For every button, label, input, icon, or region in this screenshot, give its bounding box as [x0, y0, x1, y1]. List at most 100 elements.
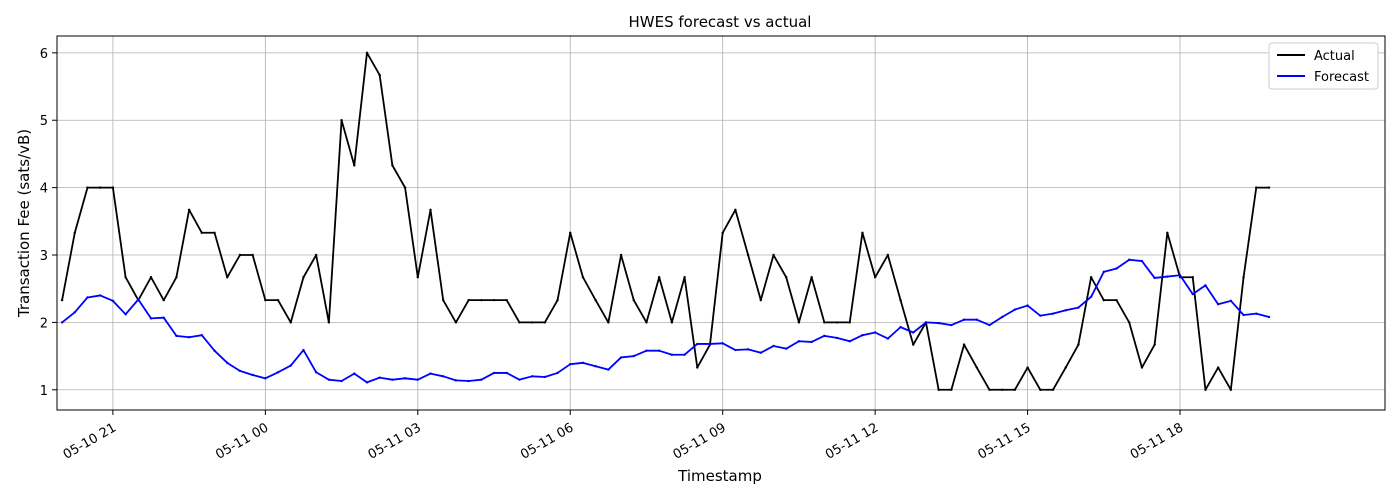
- data-point: [480, 378, 483, 381]
- data-point: [454, 321, 458, 324]
- data-point: [518, 378, 521, 381]
- data-point: [73, 311, 76, 314]
- data-point: [556, 371, 559, 375]
- data-point: [1153, 343, 1156, 346]
- chart-title: HWES forecast vs actual: [629, 13, 812, 31]
- data-point: [276, 298, 280, 302]
- data-point: [73, 231, 76, 234]
- y-tick-label: 3: [40, 249, 48, 264]
- data-point: [1178, 274, 1182, 277]
- data-point: [759, 351, 763, 354]
- data-point: [1191, 292, 1194, 296]
- data-point: [746, 253, 750, 257]
- data-point: [683, 353, 686, 356]
- data-point: [60, 298, 64, 302]
- grid: [57, 36, 1385, 410]
- series-line-actual: [61, 51, 1269, 391]
- data-point: [1013, 388, 1017, 391]
- data-point: [937, 321, 940, 325]
- x-tick-label: 05-10 21: [61, 420, 119, 462]
- data-point: [1140, 259, 1144, 263]
- y-tick-label: 4: [40, 182, 48, 197]
- data-point: [1102, 270, 1106, 274]
- data-point: [594, 298, 597, 302]
- data-point: [734, 348, 737, 352]
- data-point: [1115, 298, 1118, 302]
- data-point: [810, 276, 813, 279]
- data-point: [670, 321, 674, 324]
- data-point: [314, 253, 318, 257]
- data-point: [975, 318, 978, 321]
- series-layer: [60, 51, 1271, 391]
- data-point: [200, 231, 204, 234]
- y-tick-label: 2: [40, 316, 48, 331]
- data-point: [86, 296, 89, 299]
- data-point: [810, 340, 813, 344]
- data-point: [1255, 312, 1258, 315]
- data-point: [378, 376, 381, 379]
- data-point: [1013, 308, 1017, 311]
- data-point: [759, 298, 763, 302]
- data-point: [734, 208, 737, 212]
- data-point: [1166, 231, 1169, 234]
- x-axis-label: Timestamp: [677, 467, 762, 485]
- data-point: [696, 366, 699, 369]
- data-point: [111, 186, 115, 189]
- data-point: [835, 321, 839, 324]
- data-point: [1077, 306, 1080, 309]
- data-point: [924, 321, 928, 324]
- data-point: [556, 298, 559, 302]
- data-point: [988, 323, 991, 327]
- data-point: [848, 321, 851, 324]
- data-point: [912, 331, 915, 334]
- data-point: [467, 379, 470, 383]
- data-point: [1051, 312, 1055, 315]
- data-point: [403, 186, 407, 189]
- data-point: [645, 321, 648, 324]
- legend: Actual Forecast: [1268, 42, 1379, 90]
- y-tick-label: 6: [40, 47, 48, 62]
- data-point: [988, 388, 991, 391]
- data-point: [632, 354, 635, 358]
- data-point: [975, 366, 978, 369]
- data-point: [530, 321, 534, 324]
- data-point: [899, 325, 902, 329]
- x-tick-label: 05-11 00: [213, 420, 271, 462]
- data-point: [238, 369, 242, 373]
- data-point: [1039, 314, 1042, 317]
- data-point: [835, 336, 839, 340]
- data-point: [823, 321, 826, 324]
- x-tick-label: 05-11 09: [671, 420, 729, 462]
- data-point: [1204, 284, 1207, 287]
- data-point: [1128, 258, 1131, 261]
- data-point: [518, 321, 521, 324]
- data-point: [1064, 309, 1067, 312]
- data-point: [873, 276, 877, 279]
- data-point: [1026, 304, 1029, 307]
- data-point: [581, 361, 585, 365]
- y-axis-ticks: 1 2 3 4 5 6: [40, 47, 57, 399]
- data-point: [797, 321, 801, 324]
- data-point: [111, 299, 115, 303]
- data-point: [746, 348, 750, 351]
- data-point: [60, 321, 64, 324]
- data-point: [1216, 366, 1220, 369]
- data-point: [187, 208, 191, 212]
- legend-label-actual: Actual: [1314, 49, 1355, 64]
- data-point: [162, 298, 165, 302]
- series-line-forecast: [61, 258, 1270, 384]
- data-point: [721, 231, 724, 234]
- data-point: [886, 337, 890, 340]
- data-point: [886, 253, 890, 257]
- data-point: [1242, 276, 1245, 279]
- x-tick-label: 05-11 06: [518, 420, 576, 462]
- data-point: [962, 318, 966, 321]
- data-point: [950, 323, 953, 327]
- data-point: [645, 349, 648, 352]
- data-point: [937, 388, 940, 391]
- y-tick-label: 1: [40, 384, 48, 399]
- data-point: [1267, 186, 1271, 189]
- data-point: [124, 313, 127, 316]
- data-point: [1153, 276, 1156, 280]
